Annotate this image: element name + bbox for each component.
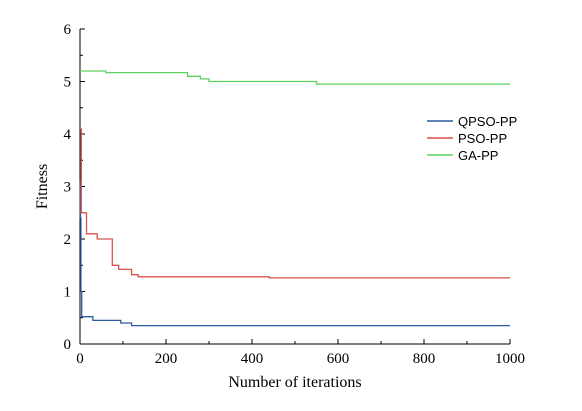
x-tick-label: 0 <box>76 351 84 367</box>
legend: QPSO-PP PSO-PP GA-PP <box>427 114 517 163</box>
x-tick-label: 1000 <box>495 351 525 367</box>
y-tick-label: 6 <box>64 22 72 38</box>
series-line-pso-pp <box>80 128 510 279</box>
y-tick-label: 0 <box>64 337 72 353</box>
y-axis-title: Fitness <box>34 164 51 209</box>
y-tick-label: 4 <box>64 127 72 143</box>
y-tick-label: 5 <box>64 75 72 91</box>
legend-label-pso-pp: PSO-PP <box>458 131 507 146</box>
x-tick-label: 400 <box>241 351 264 367</box>
x-tick-label: 600 <box>327 351 350 367</box>
x-tick-label: 800 <box>413 351 436 367</box>
y-tick-label: 2 <box>64 232 72 248</box>
y-tick-label: 3 <box>64 180 72 196</box>
series-line-ga-pp <box>80 70 510 85</box>
legend-label-qpso-pp: QPSO-PP <box>458 114 517 129</box>
axes: 0 200 400 600 800 1000 0 1 2 3 4 5 6 <box>64 22 526 367</box>
x-axis-title: Number of iterations <box>228 374 361 391</box>
legend-label-ga-pp: GA-PP <box>458 148 498 163</box>
series-line-qpso-pp <box>79 180 510 327</box>
series-group <box>79 70 510 327</box>
x-tick-label: 200 <box>155 351 178 367</box>
y-tick-label: 1 <box>64 285 72 301</box>
